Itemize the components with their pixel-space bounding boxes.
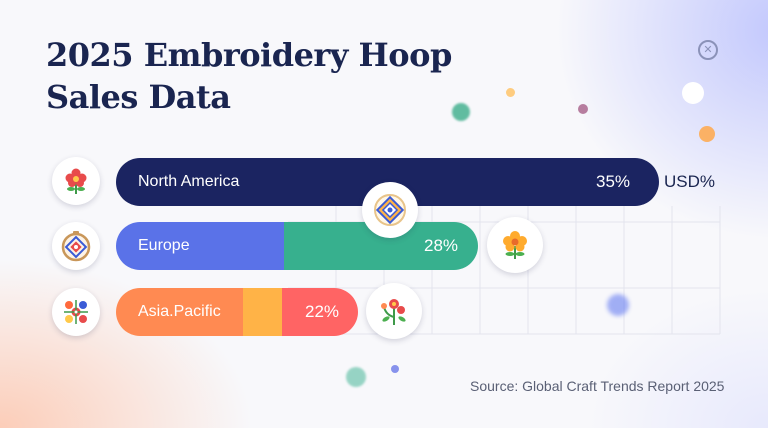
flower-orange-icon	[487, 217, 543, 273]
bar-segment	[282, 288, 358, 336]
bar-value-north-america: 35%	[596, 172, 631, 191]
chart-title: 2025 Embroidery Hoop Sales Data	[46, 34, 452, 118]
unit-label: USD%	[664, 172, 716, 191]
floral-pattern-icon	[52, 288, 100, 336]
decor-dot	[452, 103, 470, 121]
chart-title-line1: 2025 Embroidery Hoop	[46, 36, 452, 74]
source-note: Source: Global Craft Trends Report 2025	[470, 378, 725, 394]
embroidery-badge-icon	[362, 182, 418, 238]
close-circle-icon[interactable]: ✕	[698, 40, 718, 60]
bar-segment	[243, 288, 282, 336]
decor-dot	[506, 88, 515, 97]
decor-dot	[346, 367, 366, 387]
bar-value-europe: 28%	[424, 236, 459, 255]
decor-dot	[682, 82, 704, 104]
bar-europe	[116, 222, 478, 270]
bar-label-north-america: North America	[138, 173, 240, 190]
bar-label-europe: Europe	[138, 237, 190, 254]
flower-sprig-icon	[366, 283, 422, 339]
hoop-pattern-icon	[52, 222, 100, 270]
decor-dot	[607, 294, 629, 316]
bar-segment	[116, 288, 244, 336]
bar-asia-pacific	[116, 288, 358, 336]
bar-value-asia-pacific: 22%	[305, 302, 340, 321]
bar-segment	[116, 222, 284, 270]
bar-label-asia-pacific: Asia.Pacific	[138, 303, 221, 320]
decor-dot	[391, 365, 399, 373]
flower-red-icon	[52, 157, 100, 205]
chart-title-line2: Sales Data	[46, 78, 231, 116]
decor-dot	[699, 126, 715, 142]
decor-dot	[578, 104, 588, 114]
